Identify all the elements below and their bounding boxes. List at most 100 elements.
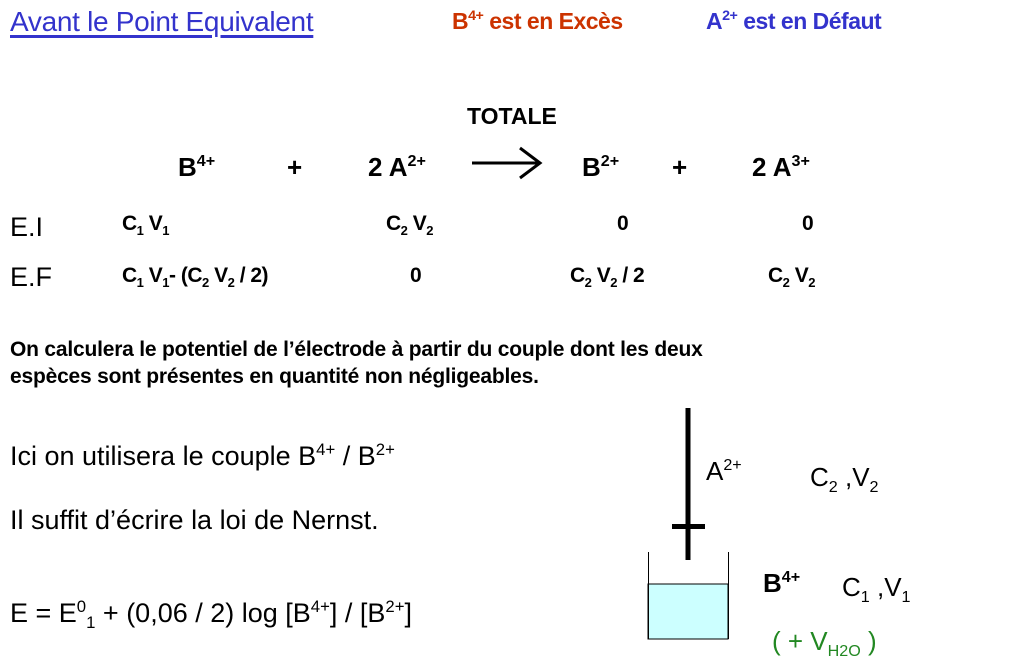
couple-statement: Ici on utilisera le couple B4+ / B2+ [10,439,395,472]
text-fragment: 1 [162,274,170,290]
cell: C2 V2 [768,264,816,290]
cell: C1 V1- (C2 V2 / 2) [122,264,269,290]
text-fragment: 1 [136,222,144,238]
text-fragment: 4+ [310,596,330,616]
cell: C2 V2 [386,212,434,238]
text-fragment: 2+ [723,456,742,475]
paragraph-line: On calculera le potentiel de l’électrode… [10,338,703,361]
charge: 3+ [791,152,810,171]
cell: C1 V1 [122,212,170,238]
plus-sign: + [672,152,688,182]
text-fragment: ) [860,626,877,656]
species: 2 A [752,152,792,182]
text-fragment: ,V [837,462,870,492]
cell: C2 V2 / 2 [570,264,645,290]
text-fragment: C [768,264,783,287]
text-fragment: V [407,212,427,235]
text-fragment: 4+ [781,568,801,587]
note-text: est en Défaut [737,8,882,34]
reaction-label: TOTALE [467,103,557,129]
text-fragment: B [763,568,782,598]
titration-setup-icon [647,408,729,640]
text-fragment: 2 [828,477,838,496]
text-fragment: 2 [584,274,592,290]
text-fragment: ( + V [772,626,828,656]
plus-sign: + [287,152,303,182]
water-volume: ( + VH2O ) [772,626,877,660]
right-arrow-icon [472,146,543,180]
cell: 0 [802,212,814,235]
text-fragment: 2 [400,222,408,238]
text-fragment: 1 [162,222,170,238]
species: 2 A [368,152,408,182]
text-fragment: + (0,06 / 2) log [B [95,598,311,628]
text-fragment: V [143,264,163,287]
reactant-1: B4+ [178,152,215,183]
text-fragment: C [570,264,585,287]
text-fragment: V [143,212,163,235]
page-title: Avant le Point Equivalent [10,6,314,37]
text-fragment: 2+ [375,439,395,459]
nernst-note: Il suffit d’écrire la loi de Nernst. [10,505,379,535]
text-fragment: 2 [227,274,235,290]
text-fragment: - (C [169,264,203,287]
charge: 4+ [196,152,216,171]
text-fragment: 2 [808,274,816,290]
cell: 0 [617,212,629,235]
charge: 2+ [407,152,426,171]
text-fragment: / 2 [617,264,645,287]
text-fragment: 4+ [316,439,336,459]
text-fragment: H2O [827,641,861,660]
text-fragment: 2 [782,274,790,290]
text-fragment: 2 [869,477,879,496]
species: B [582,152,601,182]
burette [685,408,691,560]
text-fragment: 0 [76,596,87,616]
text-fragment: 2 [610,274,618,290]
paragraph-line: espèces sont présentes en quantité non n… [10,365,539,388]
cell: 0 [410,264,422,287]
charge: 2+ [600,152,620,171]
nernst-equation: E = E01 + (0,06 / 2) log [B4+] / [B2+] [10,596,413,632]
excess-note: B4+ est en Excès [452,8,623,35]
charge: 2+ [722,8,738,25]
beaker-liquid [647,583,729,640]
text-fragment: ] / [B [329,598,386,628]
text-fragment: / B [335,441,376,471]
text-fragment: 1 [860,587,870,606]
text-fragment: C [842,572,861,602]
text-fragment: V [591,264,611,287]
species: B [178,152,197,182]
beaker-concentration: C1 ,V1 [842,572,911,606]
burette-stopcock [672,524,705,529]
text-fragment: 1 [86,612,96,632]
species: A [706,8,723,34]
text-fragment: V [789,264,809,287]
burette-species: A2+ [706,456,742,487]
text-fragment: Ici on utilisera le couple B [10,441,317,471]
text-fragment: E = E [10,598,77,628]
text-fragment: C [122,212,137,235]
row-label-ei: E.I [10,212,44,242]
text-fragment: C [386,212,401,235]
text-fragment: 1 [136,274,144,290]
product-1: B2+ [582,152,619,183]
text-fragment: 1 [901,587,911,606]
note-text: est en Excès [483,8,623,34]
text-fragment: / 2) [234,264,269,287]
charge: 4+ [468,8,484,25]
beaker-species: B4+ [763,568,800,599]
text-fragment: V [208,264,228,287]
text-fragment: ] [404,598,413,628]
text-fragment: 2 [202,274,209,290]
reactant-2: 2 A2+ [368,152,426,183]
text-fragment: C [810,462,829,492]
deficit-note: A2+ est en Défaut [706,8,882,35]
burette-concentration: C2 ,V2 [810,462,879,496]
text-fragment: C [122,264,137,287]
text-fragment: 2 [426,222,434,238]
text-fragment: 2+ [385,596,405,616]
row-label-ef: E.F [10,262,53,292]
product-2: 2 A3+ [752,152,810,183]
text-fragment: ,V [869,572,902,602]
